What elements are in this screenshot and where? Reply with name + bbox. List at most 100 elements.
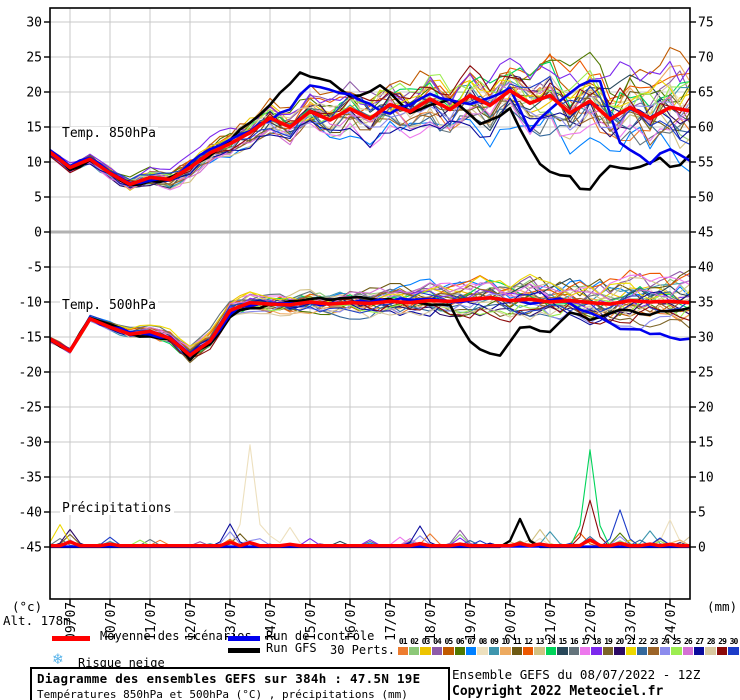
left-tick-label: 0 (34, 226, 42, 241)
perturbation-color-strip: 01 02 03 04 05 06 07 08 09 10 11 12 13 14 15 16 17 18 19 20… (397, 637, 739, 655)
snowflake-icon: ❄ (53, 649, 63, 668)
right-tick-label: 20 (698, 401, 714, 416)
left-tick-label: -30 (19, 436, 42, 451)
left-tick-label: -35 (19, 471, 42, 486)
altitude-label: Alt. 178m (3, 613, 71, 628)
date-label: 16/07 (344, 602, 359, 641)
right-tick-label: 40 (698, 261, 714, 276)
date-label: 09/07 (64, 602, 79, 641)
t850-mean-line (50, 88, 690, 187)
precip-member-line (50, 449, 690, 548)
date-label: 20/07 (504, 602, 519, 641)
precip-member-line (50, 444, 690, 548)
date-label: 21/07 (544, 602, 559, 641)
right-tick-label: 60 (698, 121, 714, 136)
pert-swatch-11: 11 (511, 637, 522, 655)
date-label: 14/07 (264, 602, 279, 641)
right-tick-label: 50 (698, 191, 714, 206)
pert-swatch-16: 16 (568, 637, 579, 655)
date-label: 11/07 (144, 602, 159, 641)
pert-swatch-12: 12 (522, 637, 534, 655)
date-label: 19/07 (464, 602, 479, 641)
pert-swatch-22: 22 (637, 637, 648, 655)
pert-swatch-02: 02 (408, 637, 420, 655)
section-label-850: Temp. 850hPa (60, 126, 158, 141)
title-box: Diagramme des ensembles GEFS sur 384h : … (30, 667, 450, 700)
t850-gfs-line (50, 71, 690, 191)
right-axis-unit: (mm) (707, 599, 738, 614)
right-tick-label: 55 (698, 156, 714, 171)
right-tick-label: 0 (698, 541, 706, 556)
left-tick-label: -20 (19, 366, 42, 381)
precip-member-lines (50, 444, 690, 548)
legend-perts-label: 30 Perts. (330, 643, 396, 657)
axes-frame (44, 7, 696, 605)
left-tick-label: 20 (26, 86, 42, 101)
pert-swatch-28: 28 (705, 637, 716, 655)
right-tick-label: 5 (698, 506, 706, 521)
pert-swatch-13: 13 (534, 637, 545, 655)
gfs-line-swatch (228, 648, 260, 653)
mean-line-swatch (52, 636, 90, 641)
date-label: 18/07 (424, 602, 439, 641)
left-tick-label: 5 (34, 191, 42, 206)
pert-swatch-07: 07 (465, 637, 477, 655)
section-label-500: Temp. 500hPa (60, 298, 158, 313)
left-tick-label: -15 (19, 331, 42, 346)
pert-swatch-17: 17 (580, 637, 591, 655)
ensemble-series (50, 46, 690, 549)
right-tick-label: 30 (698, 331, 714, 346)
pert-swatch-25: 25 (671, 637, 682, 655)
pert-swatch-09: 09 (488, 637, 500, 655)
right-tick-label: 65 (698, 86, 714, 101)
right-tick-label: 45 (698, 226, 714, 241)
date-label: 13/07 (224, 602, 239, 641)
left-tick-label: -40 (19, 506, 42, 521)
left-tick-label: -45 (19, 541, 42, 556)
pert-swatch-23: 23 (648, 637, 659, 655)
pert-swatch-19: 19 (602, 637, 614, 655)
date-label: 17/07 (384, 602, 399, 641)
pert-swatch-03: 03 (420, 637, 431, 655)
date-label: 10/07 (104, 602, 119, 641)
pert-swatch-06: 06 (454, 637, 465, 655)
left-tick-label: 10 (26, 156, 42, 171)
diagram-title: Diagramme des ensembles GEFS sur 384h : … (37, 671, 421, 686)
left-tick-label: 25 (26, 51, 42, 66)
legend-snow-label: Risque neige (78, 656, 165, 670)
left-tick-label: -5 (26, 261, 42, 276)
pert-swatch-20: 20 (614, 637, 625, 655)
legend-gfs-label: Run GFS (266, 641, 317, 655)
pert-swatch-29: 29 (716, 637, 728, 655)
right-tick-label: 10 (698, 471, 714, 486)
t500-member-lines (50, 269, 690, 364)
precip-mean-line (50, 538, 690, 548)
pert-swatch-27: 27 (694, 637, 705, 655)
left-tick-label: 30 (26, 16, 42, 31)
pert-swatch-15: 15 (557, 637, 568, 655)
axis-tick-labels: 302520151050-5-10-15-20-25-30-35-40-4575… (19, 16, 714, 642)
pert-swatch-01: 01 (397, 637, 408, 655)
ensemble-member-line (50, 46, 690, 182)
left-tick-label: -25 (19, 401, 42, 416)
date-label: 24/07 (664, 602, 679, 641)
date-label: 23/07 (624, 602, 639, 641)
right-tick-label: 75 (698, 16, 714, 31)
legend-control-label: Run de contrôle (266, 629, 375, 643)
control-line-swatch (228, 636, 260, 641)
run-info: Ensemble GEFS du 08/07/2022 - 12Z (452, 667, 701, 682)
left-tick-label: -10 (19, 296, 42, 311)
legend-mean-label: Moyenne des scénarios (100, 629, 252, 643)
date-label: 12/07 (184, 602, 199, 641)
date-label: 22/07 (584, 602, 599, 641)
right-tick-label: 15 (698, 436, 714, 451)
ensemble-member-line (50, 280, 690, 354)
copyright: Copyright 2022 Meteociel.fr (452, 684, 664, 699)
right-tick-label: 35 (698, 296, 714, 311)
diagram-subtitle: Températures 850hPa et 500hPa (°C) , pré… (37, 688, 408, 700)
pert-swatch-24: 24 (659, 637, 671, 655)
left-axis-unit: (°c) (12, 599, 43, 614)
pert-swatch-10: 10 (500, 637, 511, 655)
pert-swatch-21: 21 (625, 637, 637, 655)
